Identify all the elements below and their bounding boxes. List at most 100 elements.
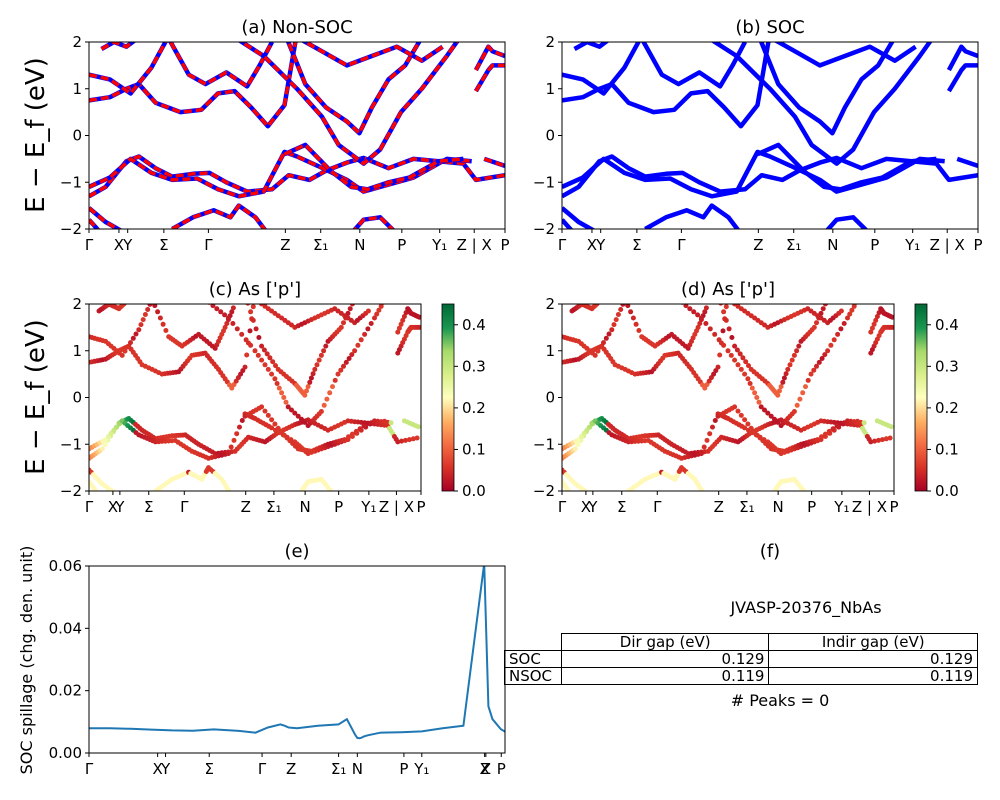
band-point — [717, 352, 723, 358]
band-point — [327, 390, 333, 396]
nsoc-band — [283, 143, 464, 192]
x-tick-label: Y₁ — [431, 236, 447, 254]
band-point — [272, 421, 278, 427]
panel-e-spillage-curve — [89, 566, 505, 740]
band-point — [341, 363, 346, 369]
band-point — [598, 298, 603, 303]
band-point — [321, 348, 327, 354]
x-tick-label: Σ — [617, 498, 626, 516]
band-point — [887, 435, 893, 441]
band-point — [822, 304, 828, 307]
x-tick-label: P — [497, 760, 506, 778]
panel-b-xticks: Γ X Y Σ Γ Z Σ₁ N P Y₁ Z | X P — [558, 229, 983, 254]
band-point — [362, 331, 368, 337]
band-point — [239, 418, 245, 423]
x-tick-label: Γ — [85, 498, 94, 516]
band-point — [726, 326, 732, 332]
x-tick-label: N — [827, 236, 838, 254]
nsoc-band — [286, 42, 422, 135]
band-point — [841, 321, 847, 326]
band-point — [341, 320, 346, 326]
x-tick-label: X — [108, 498, 118, 516]
band-point — [831, 337, 837, 343]
band-point — [572, 446, 578, 452]
x-tick-label: P — [889, 498, 898, 516]
x-tick-label: Z | X — [852, 498, 887, 516]
x-tick-label: N — [300, 498, 311, 516]
band-point — [312, 366, 318, 372]
x-tick-label: Y₁ — [833, 498, 849, 516]
band-point — [343, 359, 349, 365]
panel-d-yticks: 2 1 0 −1 −2 — [533, 295, 562, 500]
band-point — [327, 487, 333, 491]
band-point — [768, 413, 774, 419]
panel-a: (a) Non-SOC 2 1 0 −1 −2 Γ X Y Σ Γ Z Σ₁ N P Y₁ Z | X P E… — [21, 17, 510, 254]
band-point — [740, 355, 746, 361]
x-tick-label: X — [479, 760, 489, 778]
band-point — [772, 416, 777, 422]
band-point — [368, 321, 374, 326]
band-point — [826, 428, 832, 434]
band-point — [147, 304, 153, 307]
band-point — [720, 328, 726, 334]
soc-band — [562, 218, 574, 229]
y-tick-label: −1 — [60, 435, 82, 453]
peaks-count: # Peaks = 0 — [731, 691, 830, 710]
y-tick-label: −1 — [60, 173, 82, 191]
band-point — [203, 297, 208, 302]
gap-table: Dir gap (eV) Indir gap (eV) SOC 0.129 0.… — [504, 633, 978, 685]
band-point — [279, 390, 285, 396]
band-point — [816, 359, 822, 365]
y-tick-label: 1 — [72, 80, 82, 98]
panel-c-projected-bands — [89, 297, 421, 491]
band-point — [403, 437, 408, 443]
y-tick-label: 0 — [72, 389, 82, 407]
band-point — [365, 308, 371, 314]
band-point — [365, 326, 371, 332]
x-tick-label: X — [587, 236, 597, 254]
band-point — [819, 434, 824, 440]
band-point — [732, 357, 738, 363]
gap-table-row-label: SOC — [504, 650, 562, 668]
band-point — [796, 343, 802, 349]
nsoc-band — [474, 44, 505, 71]
band-point — [261, 347, 267, 353]
x-tick-label: P — [399, 760, 408, 778]
band-point — [259, 404, 265, 410]
band-point — [347, 306, 353, 312]
band-point — [130, 335, 136, 341]
gap-table-row-label: NSOC — [504, 667, 562, 685]
y-tick-label: 0.04 — [49, 619, 82, 637]
band-point — [133, 331, 139, 337]
y-tick-label: 1 — [72, 342, 82, 360]
band-point — [746, 363, 751, 369]
x-tick-label: Γ — [85, 236, 94, 254]
colorbar-tick-label: 0.3 — [462, 357, 486, 375]
band-point — [712, 331, 718, 337]
x-tick-label: Z — [286, 760, 296, 778]
panel-f-title: (f) — [760, 541, 780, 562]
x-tick-label: Γ — [180, 498, 189, 516]
band-point — [698, 487, 704, 491]
panel-c-title: (c) As ['p'] — [209, 279, 301, 300]
nsoc-band — [352, 215, 395, 229]
nsoc-band — [474, 63, 505, 92]
band-point — [259, 357, 265, 363]
band-point — [265, 412, 271, 418]
band-point — [715, 364, 721, 370]
band-point — [150, 297, 155, 302]
panel-a-yticks: 2 1 0 −1 −2 — [60, 33, 89, 238]
x-tick-label: X — [581, 498, 591, 516]
panel-a-title: (a) Non-SOC — [241, 17, 352, 38]
y-tick-label: 0 — [545, 127, 555, 145]
x-tick-label: N — [352, 760, 363, 778]
x-tick-label: P — [397, 236, 406, 254]
band-point — [332, 377, 338, 383]
band-point — [728, 352, 734, 358]
band-point — [756, 399, 762, 405]
band-point — [828, 342, 834, 348]
band-point — [400, 317, 406, 323]
band-point — [323, 343, 329, 349]
band-point — [361, 423, 367, 429]
band-point — [270, 359, 276, 365]
